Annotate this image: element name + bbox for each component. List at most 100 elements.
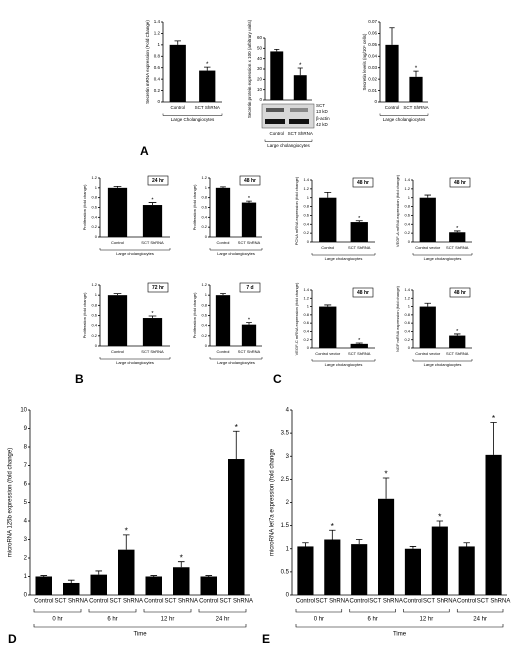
y-tick-label: 0.8 [303,312,309,317]
y-tick-label: 1 [408,304,411,309]
time-bracket [403,609,450,613]
group-bracket [379,113,429,116]
error-bar [389,27,395,45]
y-axis-label: Proliferation (fold change) [82,184,87,230]
bar [90,574,107,595]
y-tick-label: 0.06 [368,31,377,36]
y-tick-label: 0 [259,97,262,102]
time-badge-label: 48 hr [244,178,256,184]
time-badge-label: 72 hr [152,285,164,291]
blot-label: 13 kD [316,109,329,114]
y-tick-label: 1.2 [404,295,410,300]
bar [378,498,395,595]
y-tick-label: 1.5 [281,523,290,529]
y-tick-label: 0.2 [404,230,410,235]
group-bracket [412,253,473,256]
y-tick-label: 3 [24,537,28,543]
group-label: Large cholangiocytes [217,360,255,365]
error-bar [220,293,226,296]
y-tick-label: 0.2 [201,333,207,338]
group-label: Large cholangiocytes [383,117,426,122]
y-tick-label: 1 [95,292,98,297]
error-bar [150,575,158,577]
time-badge-label: 48 hr [454,180,466,186]
group-bracket [311,253,376,256]
panel-label: B [75,372,84,386]
y-axis-label: PCNA mRNA expression (fold change) [294,176,299,245]
y-tick-label: 1.2 [91,282,97,287]
y-tick-label: 2 [286,500,290,506]
bar [241,324,257,346]
time-badge-label: 7 d [246,285,253,291]
significance-marker: * [492,413,496,423]
time-badge-label: 48 hr [357,290,369,296]
time-label: 6 hr [367,617,377,623]
bar [319,306,337,348]
x-tick-label: Control [111,240,124,245]
panel-label: E [262,632,270,646]
y-tick-label: 2.5 [281,477,290,483]
y-tick-label: 0.8 [91,195,97,200]
time-badge [147,175,169,186]
y-tick-label: 0.8 [303,204,309,209]
y-axis-label: Secretin protein expression x 100 (arbit… [247,19,252,118]
y-tick-label: 0.04 [368,53,377,58]
group-label: Large cholangiocytes [267,143,310,148]
x-tick-label: Control [34,599,53,605]
error-bar [177,561,185,568]
y-tick-label: 0.05 [368,42,377,47]
y-tick-label: 1 [408,195,411,200]
y-tick-label: 0.8 [201,302,207,307]
y-tick-label: 10 [20,408,27,414]
x-tick-label: SCT ShRNA [477,599,511,605]
significance-marker: * [180,552,184,562]
significance-marker: * [235,422,239,432]
y-tick-label: 1.2 [154,31,161,36]
y-tick-label: 40 [257,56,263,61]
group-bracket [209,248,263,251]
time-label: 24 hr [473,617,487,623]
group-label: Large cholangiocytes [424,362,462,367]
x-tick-label: SCT ShRNA [348,351,371,356]
group-label: Large cholangiocytes [116,360,154,365]
y-tick-label: 1 [307,304,310,309]
time-badge [449,177,471,188]
x-tick-label: SCT ShRNA [348,245,371,250]
group-label: Time [133,632,147,638]
y-tick-label: 4 [24,519,28,525]
significance-marker: * [151,311,154,317]
bar [199,70,216,102]
x-tick-label: Control [217,349,230,354]
time-bracket [143,609,192,613]
time-bracket [456,609,504,613]
y-tick-label: 0 [374,99,377,104]
bar [431,526,448,595]
time-label: 12 hr [161,617,175,623]
x-tick-label: Control [385,105,400,110]
blot-label: β-actin [316,116,330,121]
significance-marker: * [125,525,129,535]
panel-label: A [140,144,149,158]
bar [145,576,162,595]
y-tick-label: 0 [286,593,290,599]
y-tick-label: 3.5 [281,431,290,437]
bar [107,295,128,346]
significance-marker: * [358,338,361,344]
y-tick-label: 0 [157,99,160,104]
error-bar [436,520,444,527]
y-tick-label: 0 [95,343,98,348]
group-bracket [311,359,376,362]
time-badge [147,282,169,293]
bar [350,343,368,348]
bar [169,44,186,102]
error-bar [40,575,48,577]
y-tick-label: 0.4 [404,328,410,333]
group-label: Large Cholangiocytes [171,117,215,122]
y-tick-label: 0 [205,234,208,239]
time-badge-label: 24 hr [152,178,164,184]
x-tick-label: SCT ShRNA [109,599,143,605]
x-tick-label: Control [217,240,230,245]
y-tick-label: 1 [307,195,310,200]
y-tick-label: 0.2 [303,230,309,235]
